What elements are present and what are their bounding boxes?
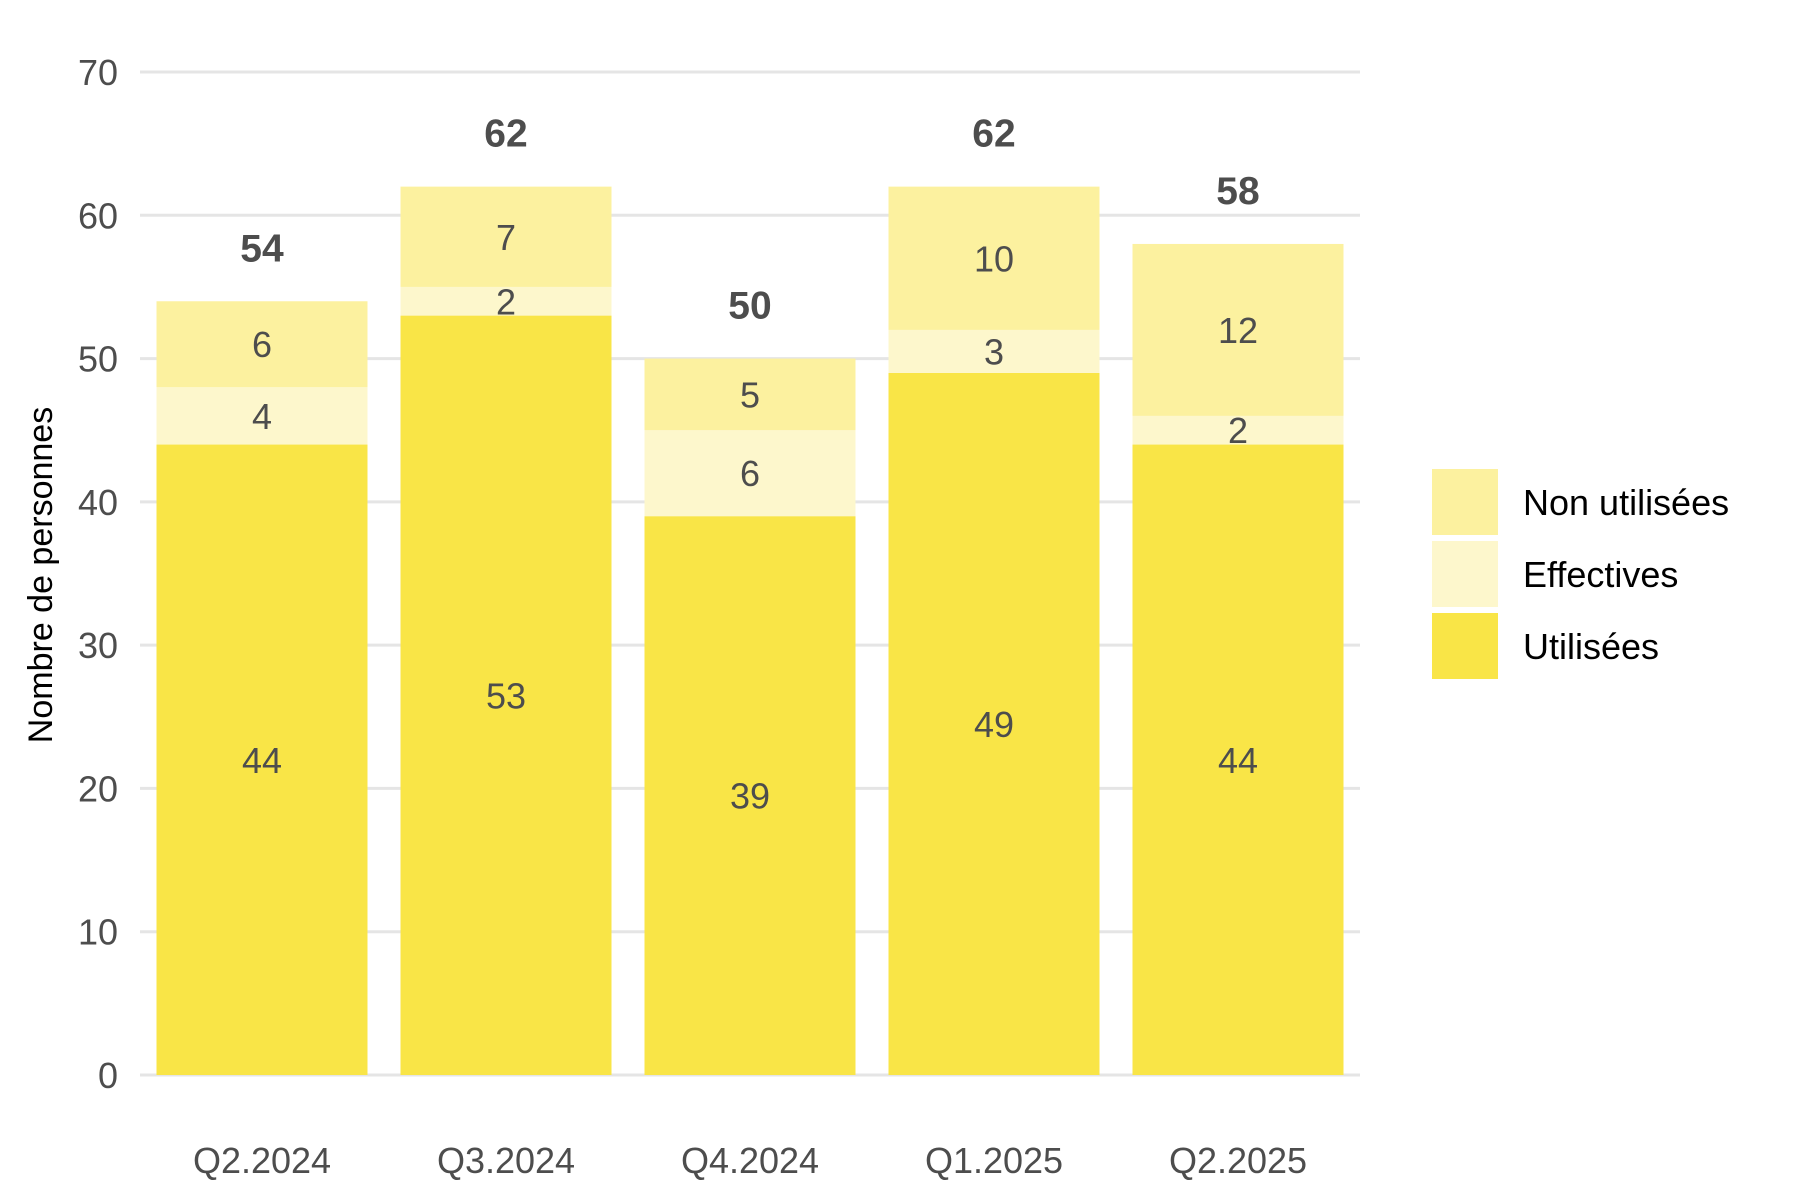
- data-label-Utilisées-Q2.2025: 44: [1218, 740, 1258, 781]
- y-axis-title: Nombre de personnes: [22, 407, 60, 743]
- total-label-Q4.2024: 50: [728, 285, 771, 328]
- bar-Effectives-Q4.2024: [644, 430, 856, 517]
- bar-Non utilisées-Q2.2024: [156, 301, 368, 388]
- data-label-Non utilisées-Q3.2024: 7: [496, 217, 516, 258]
- y-tick-label-50: 50: [78, 339, 118, 380]
- legend-key-Effectives: [1432, 541, 1498, 607]
- bar-Utilisées-Q2.2024: [156, 444, 368, 1075]
- bar-Effectives-Q3.2024: [400, 286, 612, 316]
- x-axis-ticks: Q2.2024 Q3.2024 Q4.2024 Q1.2025 Q2.2025: [193, 1140, 1307, 1181]
- y-tick-label-10: 10: [78, 912, 118, 953]
- bar-Utilisées-Q2.2025: [1132, 444, 1344, 1075]
- y-tick-label-70: 70: [78, 52, 118, 93]
- x-tick-label-Q3.2024: Q3.2024: [437, 1140, 575, 1181]
- total-label-Q2.2024: 54: [240, 227, 284, 270]
- legend-label-Utilisées: Utilisées: [1523, 626, 1659, 667]
- data-label-Effectives-Q4.2024: 6: [740, 453, 760, 494]
- y-tick-label-20: 20: [78, 768, 118, 809]
- x-tick-label-Q2.2024: Q2.2024: [193, 1140, 331, 1181]
- legend-key-Utilisées: [1432, 613, 1498, 679]
- data-label-Non utilisées-Q2.2024: 6: [252, 324, 272, 365]
- bar-Utilisées-Q3.2024: [400, 315, 612, 1076]
- data-label-Utilisées-Q2.2024: 44: [242, 740, 282, 781]
- data-label-Utilisées-Q3.2024: 53: [486, 675, 526, 716]
- data-label-Non utilisées-Q2.2025: 12: [1218, 310, 1258, 351]
- data-label-Non utilisées-Q4.2024: 5: [740, 374, 760, 415]
- bar-Utilisées-Q4.2024: [644, 516, 856, 1075]
- total-label-Q3.2024: 62: [484, 113, 527, 156]
- total-label-Q2.2025: 58: [1216, 170, 1259, 213]
- bar-Effectives-Q1.2025: [888, 329, 1100, 373]
- x-tick-label-Q1.2025: Q1.2025: [925, 1140, 1063, 1181]
- y-tick-label-30: 30: [78, 625, 118, 666]
- bar-Effectives-Q2.2025: [1132, 415, 1344, 445]
- data-label-Utilisées-Q1.2025: 49: [974, 704, 1014, 745]
- legend-key-Non utilisées: [1432, 469, 1498, 535]
- data-label-Non utilisées-Q1.2025: 10: [974, 238, 1014, 279]
- bar-Non utilisées-Q3.2024: [400, 186, 612, 287]
- legend: Non utilisées Effectives Utilisées: [1432, 469, 1729, 679]
- y-tick-label-60: 60: [78, 195, 118, 236]
- y-tick-label-40: 40: [78, 482, 118, 523]
- x-tick-label-Q4.2024: Q4.2024: [681, 1140, 819, 1181]
- data-label-Utilisées-Q4.2024: 39: [730, 776, 770, 817]
- y-axis-ticks: 0 10 20 30 40 50 60 70: [78, 52, 118, 1096]
- legend-label-Non utilisées: Non utilisées: [1523, 482, 1729, 523]
- bar-Effectives-Q2.2024: [156, 387, 368, 445]
- total-label-Q1.2025: 62: [972, 113, 1015, 156]
- bars: [156, 186, 1344, 1076]
- bar-Non utilisées-Q1.2025: [888, 186, 1100, 330]
- legend-label-Effectives: Effectives: [1523, 554, 1678, 595]
- data-label-Effectives-Q2.2025: 2: [1228, 410, 1248, 451]
- bar-Non utilisées-Q4.2024: [644, 358, 856, 431]
- data-label-Effectives-Q2.2024: 4: [252, 396, 272, 437]
- x-tick-label-Q2.2025: Q2.2025: [1169, 1140, 1307, 1181]
- data-label-Effectives-Q3.2024: 2: [496, 281, 516, 322]
- bar-Utilisées-Q1.2025: [888, 372, 1100, 1075]
- bar-Non utilisées-Q2.2025: [1132, 243, 1344, 416]
- y-tick-label-0: 0: [98, 1055, 118, 1096]
- data-label-Effectives-Q1.2025: 3: [984, 331, 1004, 372]
